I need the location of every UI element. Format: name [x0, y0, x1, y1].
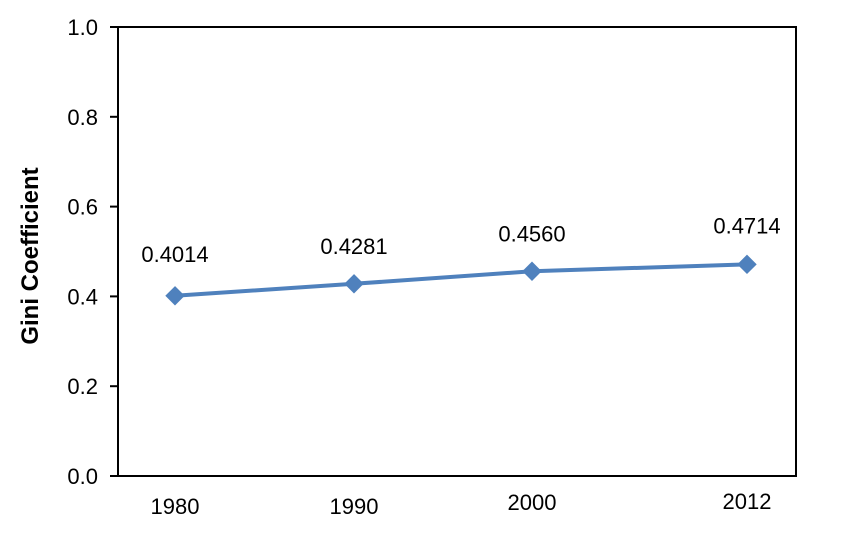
y-tick-label: 0.2: [67, 374, 98, 399]
x-tick-label: 1980: [151, 494, 200, 519]
x-tick-label: 2012: [723, 489, 772, 514]
x-tick-label: 2000: [508, 490, 557, 515]
y-tick-label: 0.6: [67, 195, 98, 220]
data-label: 0.4714: [713, 213, 780, 238]
y-tick-label: 0.0: [67, 464, 98, 489]
data-label: 0.4281: [320, 234, 387, 259]
y-tick-label: 0.8: [67, 105, 98, 130]
data-point-marker: [522, 261, 542, 281]
series-line: [174, 262, 748, 298]
data-label: 0.4560: [498, 221, 565, 246]
data-labels: 0.4014 0.4281 0.4560 0.4714: [141, 213, 780, 266]
y-axis: 0.0 0.2 0.4 0.6 0.8 1.0: [67, 15, 118, 489]
x-tick-label: 1990: [330, 494, 379, 519]
series-layer: [165, 254, 757, 306]
plot-area: [117, 26, 797, 477]
y-tick-label: 0.4: [67, 284, 98, 309]
y-tick-label: 1.0: [67, 15, 98, 40]
data-point-marker: [344, 274, 364, 294]
data-point-marker: [165, 286, 185, 306]
data-label: 0.4014: [141, 242, 208, 267]
data-point-marker: [737, 254, 757, 275]
x-axis: 1980 1990 2000 2012: [151, 489, 772, 519]
y-axis-title: Gini Coefficient: [17, 167, 44, 344]
